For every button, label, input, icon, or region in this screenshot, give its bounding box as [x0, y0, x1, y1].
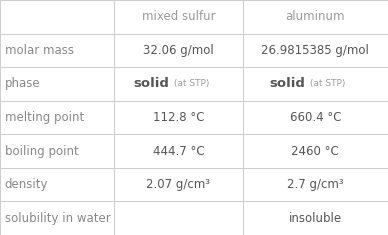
Text: 660.4 °C: 660.4 °C	[289, 111, 341, 124]
Text: insoluble: insoluble	[289, 212, 342, 225]
Text: melting point: melting point	[5, 111, 84, 124]
Text: 2.7 g/cm³: 2.7 g/cm³	[287, 178, 343, 191]
Text: 26.9815385 g/mol: 26.9815385 g/mol	[261, 44, 369, 57]
Text: phase: phase	[5, 77, 40, 90]
Text: 2.07 g/cm³: 2.07 g/cm³	[147, 178, 210, 191]
Text: 2460 °C: 2460 °C	[291, 145, 339, 158]
Text: 32.06 g/mol: 32.06 g/mol	[143, 44, 214, 57]
Text: (at STP): (at STP)	[171, 79, 209, 88]
Text: solid: solid	[270, 77, 306, 90]
Text: 112.8 °C: 112.8 °C	[153, 111, 204, 124]
Text: boiling point: boiling point	[5, 145, 78, 158]
Text: mixed sulfur: mixed sulfur	[142, 10, 215, 23]
Text: 444.7 °C: 444.7 °C	[152, 145, 204, 158]
Text: density: density	[5, 178, 48, 191]
Text: solubility in water: solubility in water	[5, 212, 111, 225]
Text: solid: solid	[133, 77, 169, 90]
Text: aluminum: aluminum	[286, 10, 345, 23]
Text: (at STP): (at STP)	[307, 79, 346, 88]
Text: molar mass: molar mass	[5, 44, 74, 57]
